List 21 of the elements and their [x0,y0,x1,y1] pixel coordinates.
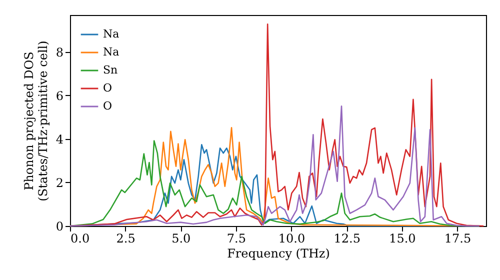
y-tick-label: 0 [56,220,64,234]
legend-label: Sn [103,64,118,76]
legend-label: O [103,82,112,94]
x-tick-label: 10.0 [278,232,306,246]
legend-label: O [103,100,112,112]
x-tick-label: 0.0 [70,232,90,246]
x-tick-label: 7.5 [226,232,246,246]
x-tick-label: 12.5 [334,232,360,246]
y-tick-label: 6 [56,88,64,103]
y-axis-title: Phonon projected DOS (States/THz·primitive cell) [22,40,50,202]
y-tick-label: 2 [56,176,64,190]
line-series [69,23,484,227]
x-tick-label: 15.0 [389,232,416,246]
y-tick-label: 4 [56,132,64,146]
x-tick-label: 5.0 [172,232,191,246]
y-tick-label: 8 [56,45,64,60]
x-tick-label: 17.5 [444,232,472,246]
x-axis-title: Frequency (THz) [227,246,330,260]
legend-label: Na [103,46,120,58]
legend-label: Na [103,28,120,40]
x-tick-label: 2.5 [116,232,136,246]
